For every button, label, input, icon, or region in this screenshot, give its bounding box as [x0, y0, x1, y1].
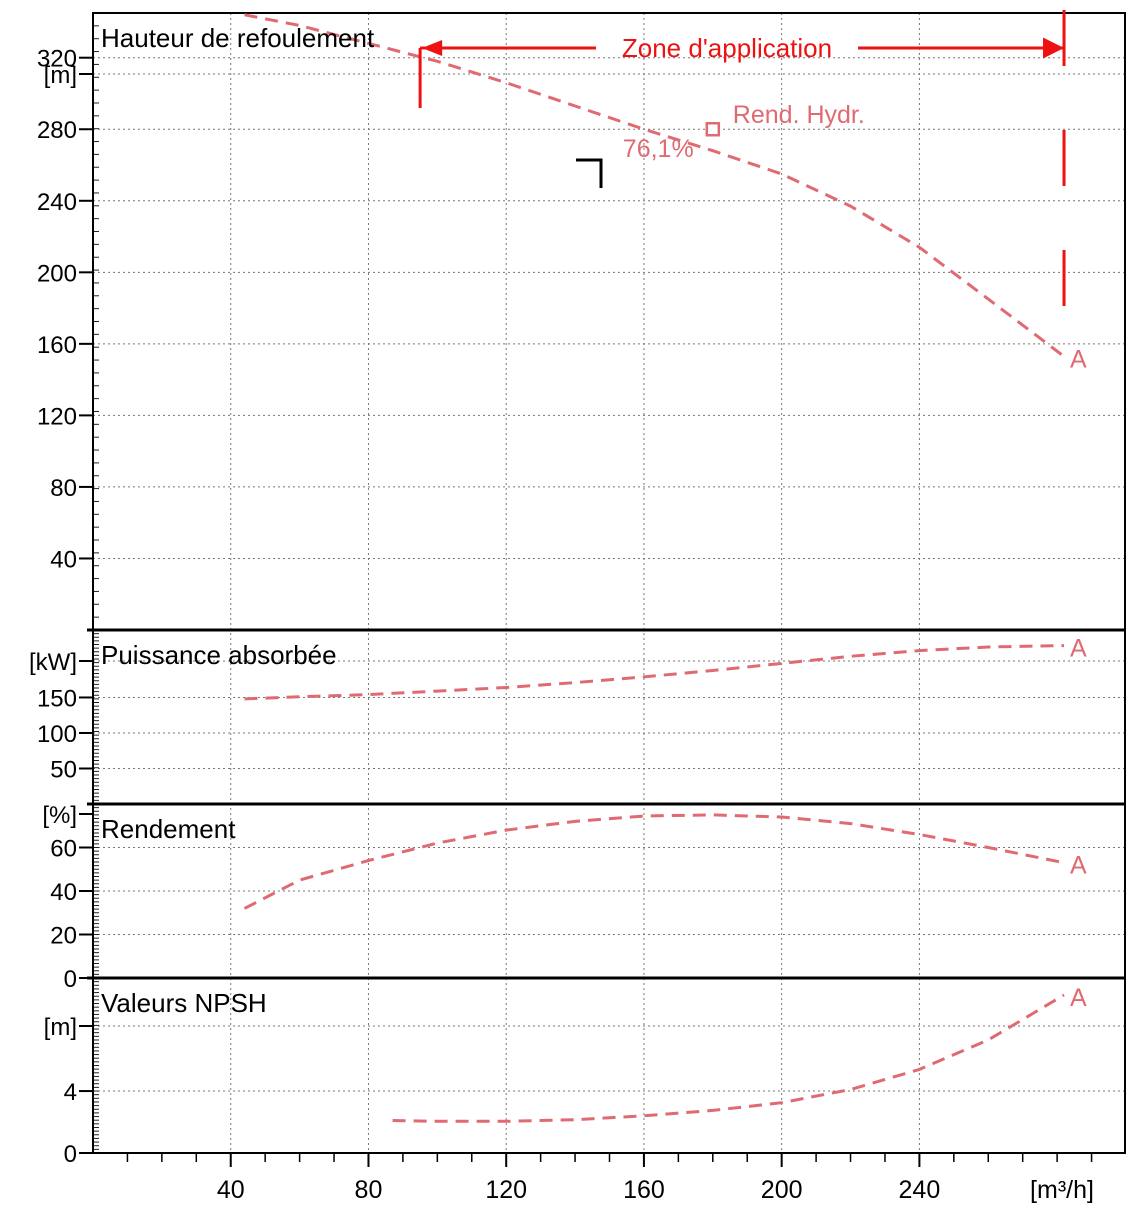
x-tick-label: 40: [217, 1176, 245, 1204]
y-tick-label: 0: [64, 966, 77, 993]
zone-label: Zone d'application: [622, 33, 832, 63]
y-tick-label: 320: [37, 46, 77, 73]
y-axis-unit: [%]: [42, 802, 77, 829]
y-axis-unit: [m]: [44, 62, 77, 89]
panel-title: Hauteur de refoulement: [101, 23, 375, 53]
y-tick-label: 20: [50, 923, 77, 950]
bep-efficiency-label: 76,1%: [623, 135, 694, 163]
y-tick-label: 160: [37, 332, 77, 359]
y-tick-label: 4: [64, 1079, 77, 1106]
y-tick-label: 0: [64, 1141, 77, 1168]
y-axis-unit: [m]: [44, 1014, 77, 1041]
frame-layer: [79, 12, 1126, 1167]
panel-title: Valeurs NPSH: [101, 988, 267, 1018]
y-tick-label: 50: [50, 756, 77, 783]
zone-arrowhead-left: [422, 40, 443, 56]
plot-frame: [92, 12, 1126, 1154]
panel-title: Puissance absorbée: [101, 640, 337, 670]
curve-end-label: A: [1070, 852, 1087, 880]
y-tick-label: 40: [50, 879, 77, 906]
y-tick-label: 40: [50, 546, 77, 573]
y-axis-unit: [kW]: [29, 649, 77, 676]
curve-end-label: A: [1070, 345, 1087, 373]
x-tick-label: 200: [761, 1176, 803, 1204]
x-tick-label: 240: [899, 1176, 941, 1204]
y-tick-label: 80: [50, 475, 77, 502]
bep-marker: [705, 121, 721, 137]
x-tick-label: 160: [623, 1176, 665, 1204]
x-axis-unit: [m³/h]: [1030, 1176, 1094, 1204]
panel-title: Rendement: [101, 814, 236, 844]
y-tick-label: 200: [37, 260, 77, 287]
series-line: [392, 993, 1065, 1123]
series-line: [244, 13, 1065, 358]
series-line: [244, 644, 1065, 701]
series-line: [243, 813, 1065, 910]
y-tick-label: 240: [37, 189, 77, 216]
y-tick-label: 60: [50, 836, 77, 863]
y-tick-label: 150: [37, 685, 77, 712]
x-tick-label: 80: [355, 1176, 383, 1204]
y-tick-label: 100: [37, 721, 77, 748]
y-tick-label: 280: [37, 117, 77, 144]
grid-layer: [93, 13, 1126, 1153]
bep-label: Rend. Hydr.: [733, 101, 865, 129]
curve-end-label: A: [1070, 635, 1087, 663]
curves-layer: [243, 10, 1066, 1123]
x-tick-label: 120: [485, 1176, 527, 1204]
curve-end-label: A: [1070, 984, 1087, 1012]
corner-marker: [576, 158, 603, 188]
y-tick-label: 120: [37, 403, 77, 430]
